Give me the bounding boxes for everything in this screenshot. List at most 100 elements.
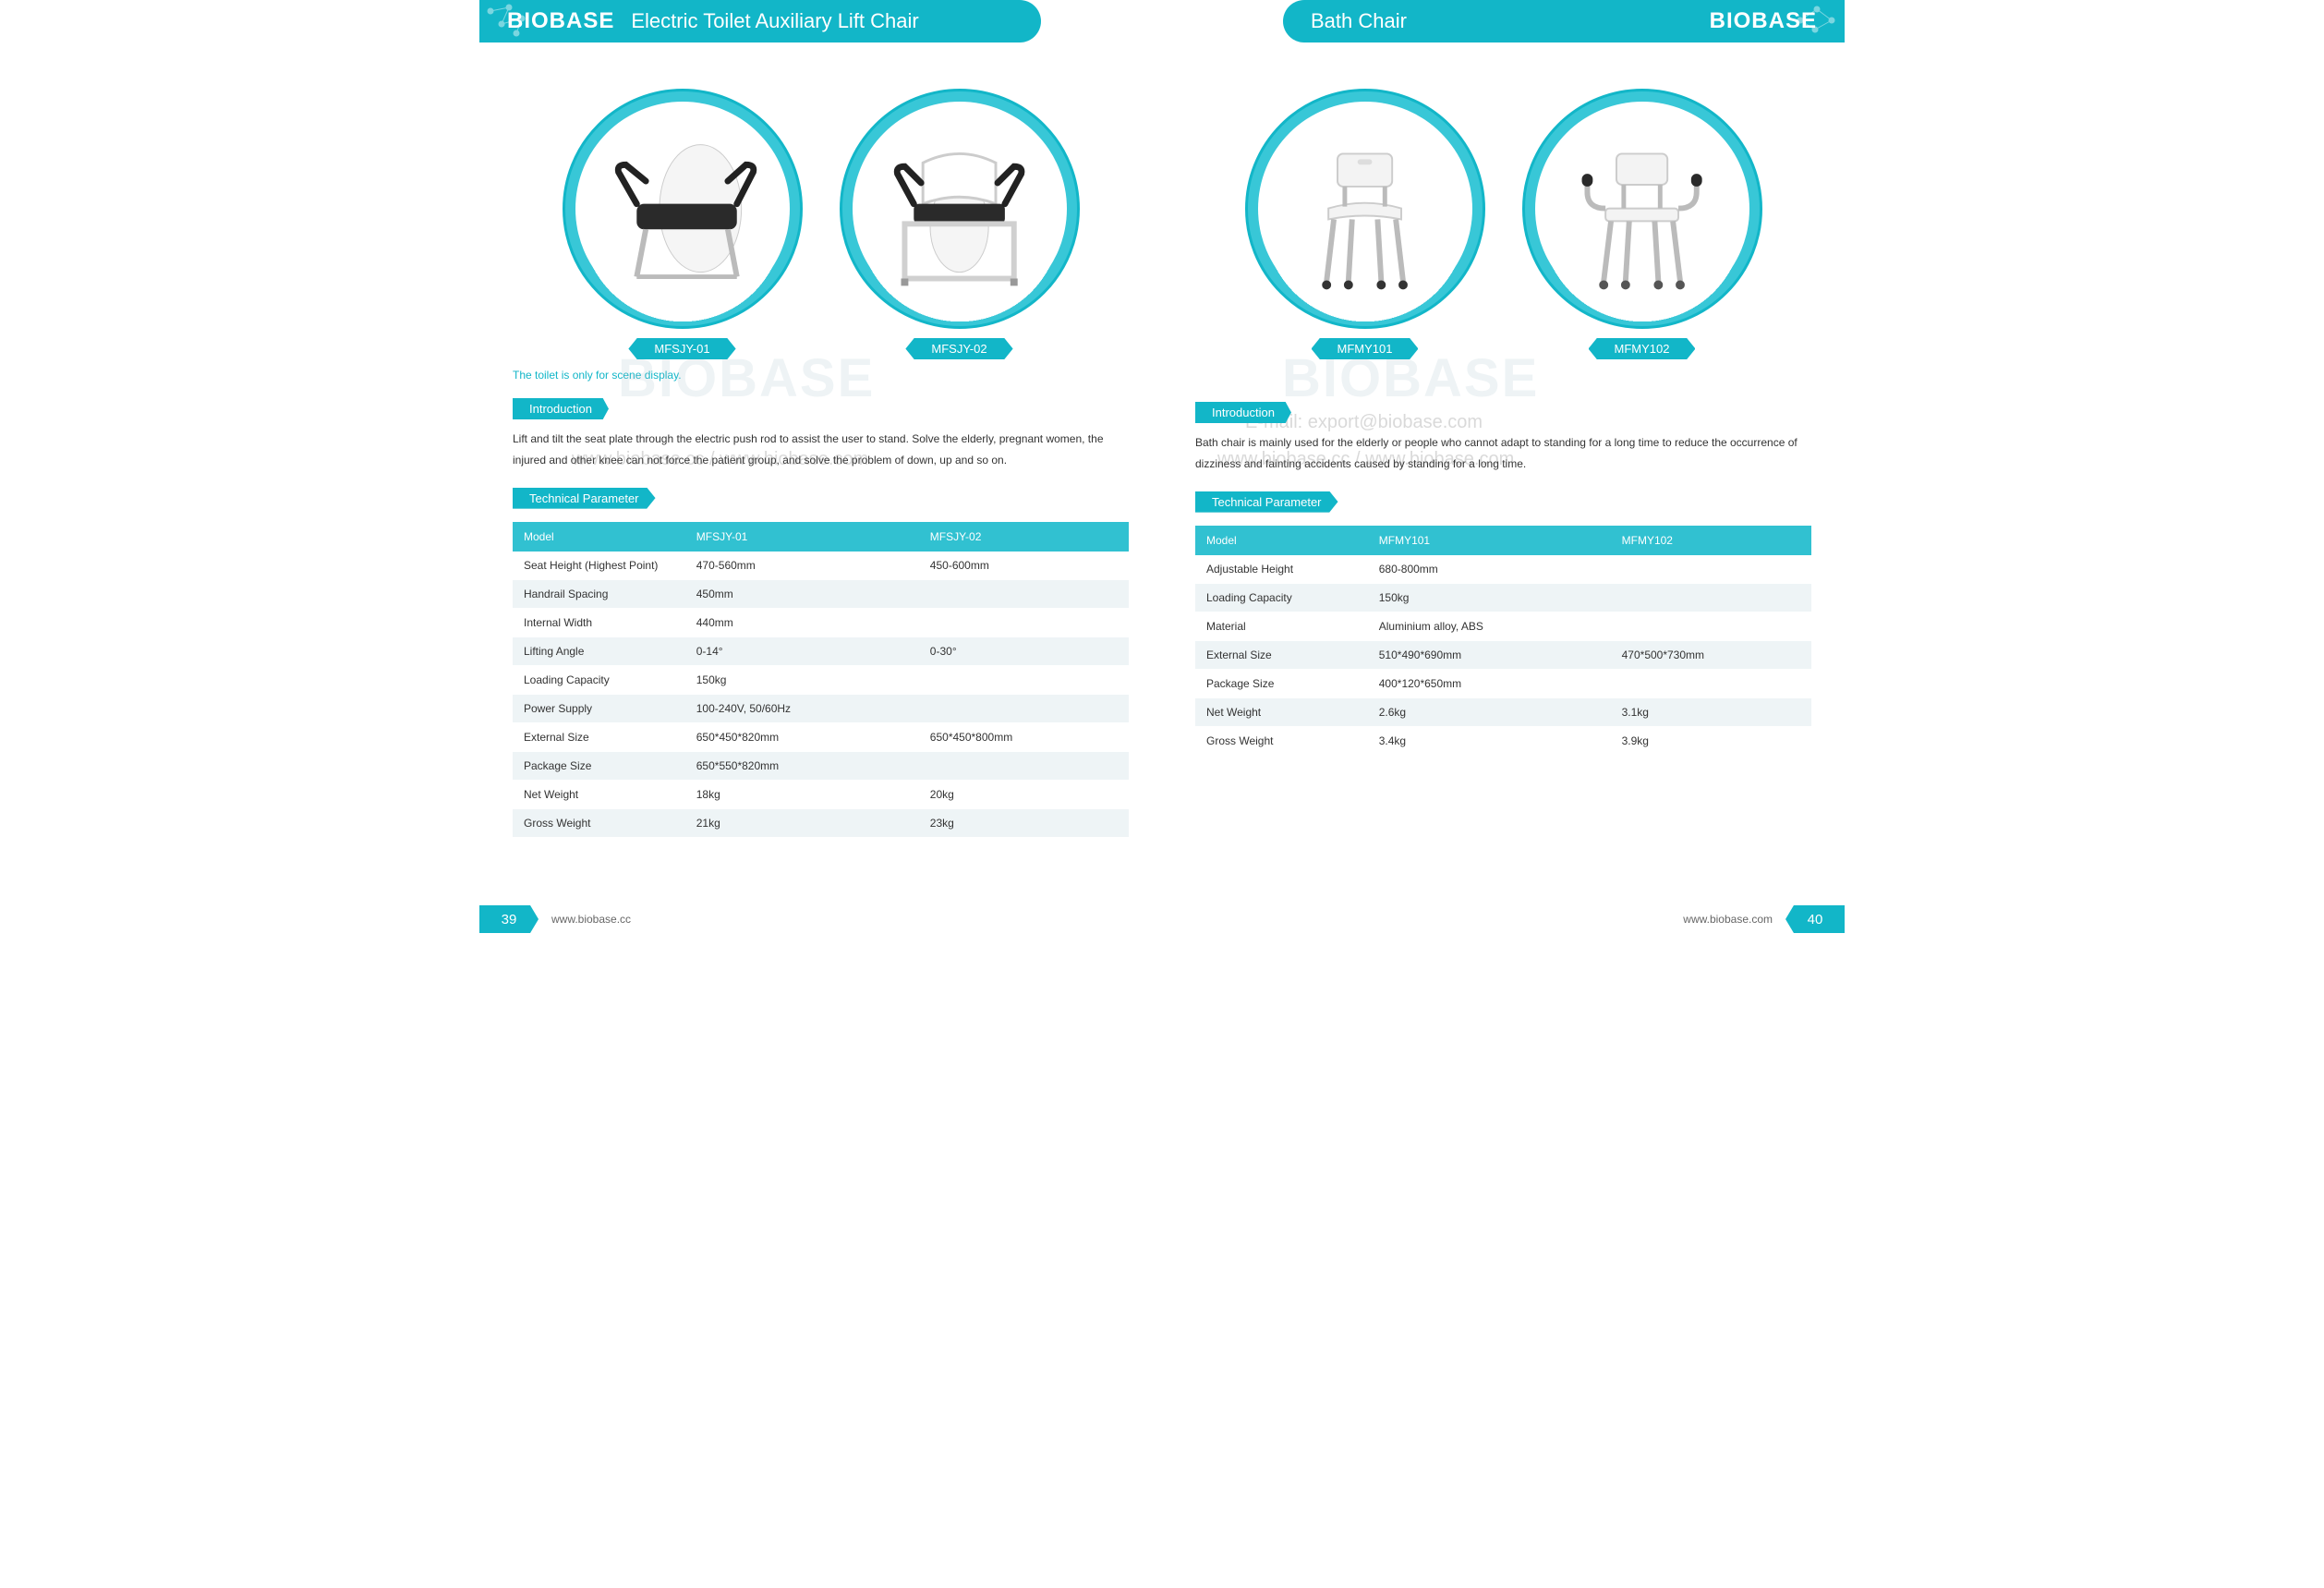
table-cell: 3.4kg [1368, 726, 1611, 755]
section-intro-label: Introduction [513, 398, 609, 419]
table-cell: Lifting Angle [513, 636, 685, 665]
table-cell: 18kg [685, 780, 919, 808]
table-cell: 150kg [1368, 583, 1611, 612]
table-cell: 20kg [919, 780, 1129, 808]
table-row: Net Weight2.6kg3.1kg [1195, 697, 1811, 726]
page-right: Bath Chair BIOBASE BIOBASE E-mail: expor… [1162, 0, 1845, 933]
model-badge: MFSJY-02 [905, 338, 1012, 359]
table-cell: 3.9kg [1611, 726, 1811, 755]
page-footer: 39 www.biobase.cc [479, 905, 1162, 933]
table-cell: 100-240V, 50/60Hz [685, 694, 919, 722]
table-cell: 650*550*820mm [685, 751, 919, 780]
table-row: Handrail Spacing450mm [513, 579, 1129, 608]
table-cell: 21kg [685, 808, 919, 837]
table-row: Package Size650*550*820mm [513, 751, 1129, 780]
page-title: Electric Toilet Auxiliary Lift Chair [631, 9, 918, 33]
table-row: Gross Weight21kg23kg [513, 808, 1129, 837]
table-cell: Loading Capacity [1195, 583, 1368, 612]
table-row: Gross Weight3.4kg3.9kg [1195, 726, 1811, 755]
table-header: MFSJY-02 [919, 522, 1129, 552]
lift-chair-icon [591, 117, 773, 299]
product-image-frame [1522, 89, 1762, 329]
table-row: Lifting Angle0-14°0-30° [513, 636, 1129, 665]
product-image [1535, 102, 1749, 316]
header-banner: Bath Chair BIOBASE [1283, 0, 1845, 42]
table-row: MaterialAluminium alloy, ABS [1195, 612, 1811, 640]
spec-table: Model MFMY101 MFMY102 Adjustable Height6… [1195, 526, 1811, 756]
table-cell [919, 608, 1129, 636]
table-cell [919, 579, 1129, 608]
bath-chair-arms-icon [1551, 117, 1733, 299]
table-cell: 0-30° [919, 636, 1129, 665]
page-number-badge: 40 [1785, 905, 1845, 933]
table-cell: Power Supply [513, 694, 685, 722]
section-intro-label: Introduction [1195, 402, 1291, 423]
table-header: MFSJY-01 [685, 522, 919, 552]
table-row: Loading Capacity150kg [513, 665, 1129, 694]
table-cell: Handrail Spacing [513, 579, 685, 608]
table-cell: 2.6kg [1368, 697, 1611, 726]
page-left: BIOBASE Electric Toilet Auxiliary Lift C… [479, 0, 1162, 933]
table-cell: 510*490*690mm [1368, 640, 1611, 669]
molecule-decoration [481, 2, 537, 41]
table-cell: 3.1kg [1611, 697, 1811, 726]
table-cell: Aluminium alloy, ABS [1368, 612, 1611, 640]
molecule-decoration [1787, 2, 1843, 41]
spec-table: Model MFSJY-01 MFSJY-02 Seat Height (Hig… [513, 522, 1129, 838]
lift-chair-icon [868, 117, 1050, 299]
table-cell [919, 694, 1129, 722]
product-row: MFMY101 [1195, 89, 1811, 359]
table-cell: Gross Weight [513, 808, 685, 837]
table-row: Power Supply100-240V, 50/60Hz [513, 694, 1129, 722]
model-badge: MFMY101 [1312, 338, 1419, 359]
product-card: MFMY102 [1522, 89, 1762, 359]
section-tech-label: Technical Parameter [513, 488, 656, 509]
product-image [575, 102, 790, 316]
table-cell [1611, 555, 1811, 584]
page-body: BIOBASE www.biobase.cc / www.biobase.com [479, 42, 1162, 905]
product-card: MFMY101 [1245, 89, 1485, 359]
table-cell: 470-560mm [685, 552, 919, 580]
table-row: Loading Capacity150kg [1195, 583, 1811, 612]
footer-url: www.biobase.cc [551, 913, 631, 926]
table-cell: Seat Height (Highest Point) [513, 552, 685, 580]
product-image-frame [1245, 89, 1485, 329]
table-cell: 650*450*820mm [685, 722, 919, 751]
table-header: Model [513, 522, 685, 552]
table-cell: Net Weight [1195, 697, 1368, 726]
product-card: MFSJY-01 [563, 89, 803, 359]
table-row: Internal Width440mm [513, 608, 1129, 636]
table-cell: Package Size [513, 751, 685, 780]
table-row: Package Size400*120*650mm [1195, 669, 1811, 697]
table-cell: Internal Width [513, 608, 685, 636]
header-banner: BIOBASE Electric Toilet Auxiliary Lift C… [479, 0, 1041, 42]
table-cell: 23kg [919, 808, 1129, 837]
table-cell: 150kg [685, 665, 919, 694]
product-card: MFSJY-02 [840, 89, 1080, 359]
table-cell [1611, 612, 1811, 640]
catalog-spread: BIOBASE Electric Toilet Auxiliary Lift C… [479, 0, 1845, 933]
intro-text: Bath chair is mainly used for the elderl… [1195, 432, 1811, 475]
table-cell: Adjustable Height [1195, 555, 1368, 584]
section-tech-label: Technical Parameter [1195, 491, 1338, 513]
table-cell: 440mm [685, 608, 919, 636]
product-row: MFSJY-01 [513, 89, 1129, 359]
table-cell: External Size [513, 722, 685, 751]
table-cell: Loading Capacity [513, 665, 685, 694]
product-image [853, 102, 1067, 316]
table-cell [1611, 669, 1811, 697]
table-cell: 400*120*650mm [1368, 669, 1611, 697]
table-cell: Net Weight [513, 780, 685, 808]
page-number-badge: 39 [479, 905, 539, 933]
table-cell [919, 751, 1129, 780]
product-image-frame [840, 89, 1080, 329]
table-cell: Material [1195, 612, 1368, 640]
table-cell: External Size [1195, 640, 1368, 669]
table-header: MFMY101 [1368, 526, 1611, 555]
table-cell [919, 665, 1129, 694]
table-cell: 0-14° [685, 636, 919, 665]
display-note: The toilet is only for scene display. [513, 369, 1129, 382]
page-title: Bath Chair [1311, 9, 1407, 33]
intro-text: Lift and tilt the seat plate through the… [513, 429, 1129, 471]
table-row: Net Weight18kg20kg [513, 780, 1129, 808]
